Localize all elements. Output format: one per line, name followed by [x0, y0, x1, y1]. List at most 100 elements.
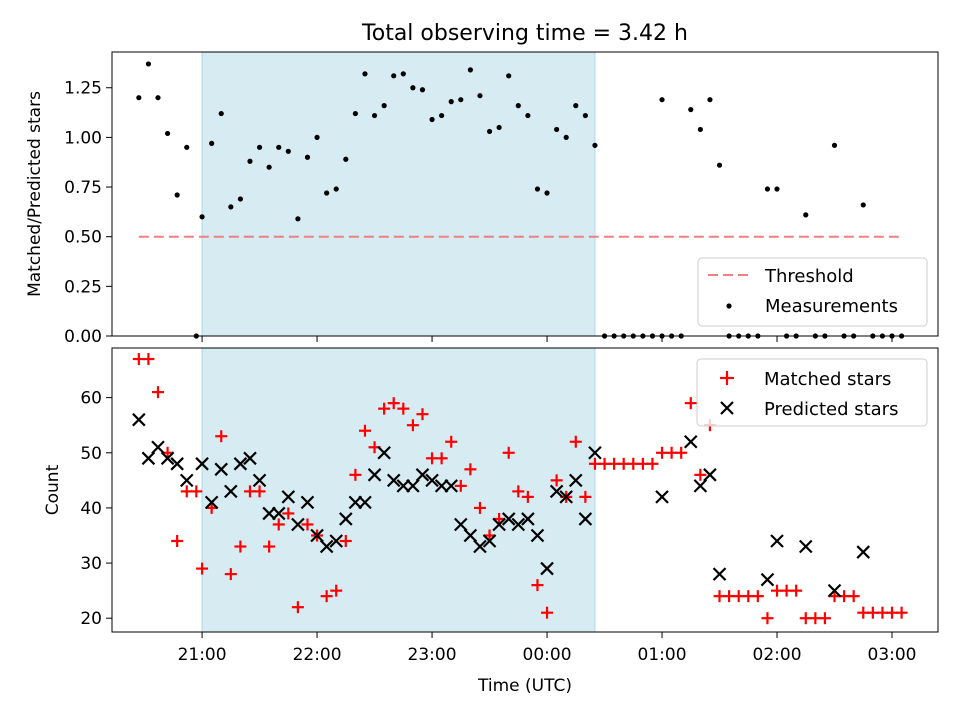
- matched-star-point: [435, 452, 448, 465]
- matched-star-point: [512, 485, 525, 498]
- matched-star-point: [142, 353, 155, 366]
- bottom-legend: Matched stars Predicted stars: [696, 358, 928, 427]
- measurement-point: [343, 156, 349, 162]
- matched-star-point: [196, 562, 209, 575]
- measurement-point: [199, 214, 205, 220]
- measurement-point: [803, 212, 809, 218]
- measurement-point: [429, 116, 435, 123]
- predicted-star-point: [511, 517, 526, 532]
- measurement-point: [467, 67, 473, 73]
- top-title: Total observing time = 3.42 h: [361, 21, 688, 46]
- legend-predicted-swatch: [720, 401, 734, 415]
- legend-measurements-label: Measurements: [765, 296, 898, 317]
- top-y-tick-label: 0.50: [64, 228, 102, 248]
- predicted-star-point: [224, 484, 238, 499]
- legend-threshold-label: Threshold: [764, 266, 854, 287]
- predicted-star-point: [569, 473, 583, 488]
- matched-star-point: [445, 435, 458, 448]
- matched-star-point: [531, 579, 544, 592]
- measurement-point: [184, 144, 190, 150]
- top-y-tick-label: 0.00: [64, 327, 102, 347]
- predicted-star-point: [530, 528, 545, 543]
- predicted-star-point: [482, 534, 497, 548]
- measurement-point: [155, 95, 161, 101]
- measurement-point: [228, 204, 234, 210]
- measurement-point: [295, 216, 301, 222]
- predicted-star-point: [160, 451, 175, 466]
- bottom-x-tick-label: 02:00: [753, 645, 802, 665]
- measurement-point: [764, 186, 771, 192]
- measurement-point: [371, 112, 378, 119]
- matched-star-point: [694, 468, 707, 481]
- top-y-tick-label: 1.00: [64, 128, 102, 148]
- predicted-star-point: [252, 473, 267, 488]
- measurement-point: [477, 93, 483, 99]
- matched-star-point: [541, 606, 554, 619]
- matched-star-point: [416, 408, 429, 421]
- measurement-point: [506, 73, 512, 79]
- predicted-star-point: [463, 528, 478, 543]
- predicted-stars-points: [132, 412, 871, 598]
- legend-predicted-label: Predicted stars: [764, 399, 898, 420]
- matched-star-point: [895, 606, 908, 619]
- predicted-star-point: [454, 517, 468, 532]
- measurement-point: [688, 106, 694, 113]
- bottom-x-tick-label: 21:00: [178, 645, 227, 665]
- predicted-star-point: [386, 473, 401, 488]
- predicted-star-point: [195, 457, 209, 471]
- matched-star-point: [151, 386, 164, 399]
- measurement-point: [582, 112, 588, 119]
- bottom-x-tick-label: 23:00: [408, 645, 457, 665]
- bottom-x-tick-label: 01:00: [638, 645, 687, 665]
- predicted-star-point: [141, 451, 156, 466]
- predicted-star-point: [179, 473, 194, 488]
- matched-star-point: [684, 397, 697, 410]
- matched-star-point: [675, 446, 688, 459]
- matched-star-point: [751, 590, 764, 603]
- measurement-point: [486, 128, 493, 135]
- measurement-point: [362, 71, 368, 77]
- matched-star-point: [550, 474, 563, 487]
- top-panel: Total observing time = 3.42 h 0.00 0.25 0.…: [25, 21, 939, 347]
- matched-star-point: [646, 457, 659, 470]
- matched-star-point: [397, 402, 410, 415]
- measurement-point: [458, 97, 464, 103]
- measurement-point: [324, 190, 330, 196]
- measurement-point: [448, 99, 454, 105]
- measurement-point: [164, 130, 171, 137]
- bottom-x-tick-label: 22:00: [293, 645, 342, 665]
- predicted-star-point: [827, 583, 842, 598]
- top-legend-box: [697, 257, 928, 327]
- bottom-plot-frame: [111, 347, 939, 633]
- matched-star-point: [272, 518, 285, 531]
- bottom-y-axis: 20 30 40 50 60: [80, 389, 112, 629]
- top-y-tick-label: 0.25: [64, 277, 102, 297]
- legend-matched-swatch: [720, 371, 734, 385]
- predicted-star-point: [434, 479, 449, 493]
- bottom-ylabel: Count: [43, 464, 63, 515]
- matched-star-point: [818, 612, 831, 625]
- measurement-point: [381, 103, 387, 109]
- bottom-y-tick-label: 20: [80, 609, 102, 629]
- bottom-xlabel: Time (UTC): [477, 676, 572, 696]
- bottom-y-tick-label: 40: [80, 499, 102, 519]
- predicted-star-point: [425, 473, 439, 488]
- predicted-star-point: [540, 561, 554, 576]
- predicted-star-point: [243, 451, 257, 466]
- matched-star-point: [215, 430, 228, 443]
- predicted-star-point: [151, 440, 165, 455]
- legend-measurements-swatch: [726, 303, 732, 309]
- matched-star-point: [790, 584, 803, 597]
- predicted-star-point: [521, 512, 535, 526]
- measurement-point: [573, 103, 579, 109]
- matched-star-point: [282, 507, 295, 520]
- measurement-point: [410, 85, 416, 91]
- measurement-point: [439, 112, 445, 119]
- matched-star-point: [291, 601, 304, 614]
- measurement-point: [774, 186, 780, 192]
- measurement-point: [145, 61, 152, 67]
- matched-star-point: [171, 535, 184, 548]
- predicted-star-point: [415, 468, 430, 482]
- measurement-point: [304, 154, 311, 160]
